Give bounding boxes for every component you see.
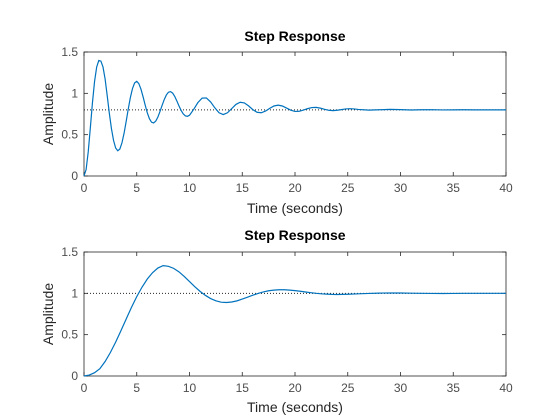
y-tick-label: 1 [71,286,78,300]
x-tick-label: 35 [447,181,461,195]
chart-title: Step Response [244,227,345,243]
x-tick-label: 25 [341,381,355,395]
y-ticks: 0 0.5 1 1.5 [61,245,506,383]
x-tick-label: 20 [288,181,302,195]
x-tick-label: 15 [236,181,250,195]
x-tick-label: 40 [499,381,513,395]
x-ticks: 0 5 10 15 20 25 30 35 40 [81,252,513,395]
y-ticks: 0 0.5 1 1.5 [61,45,506,183]
y-tick-label: 0 [71,169,78,183]
x-tick-label: 0 [81,181,88,195]
x-tick-label: 30 [394,381,408,395]
x-tick-label: 5 [133,381,140,395]
x-tick-label: 35 [447,381,461,395]
x-axis-label: Time (seconds) [247,399,343,415]
subplot-top: Step Response 0 5 10 15 20 25 30 35 40 00.511.5 … [40,28,513,216]
step-response-line [83,59,506,177]
x-tick-label: 5 [133,181,140,195]
subplot-bottom: Step Response 0 5 10 15 20 25 30 35 40 00.511.5 … [40,227,513,415]
x-tick-label: 30 [394,181,408,195]
y-axis-label: Amplitude [40,83,56,145]
step-response-line [83,265,506,377]
y-tick-label: 1.5 [61,245,78,259]
y-tick-label: 0.5 [61,128,78,142]
y-axis-label: Amplitude [40,283,56,345]
x-tick-label: 10 [183,181,197,195]
x-tick-label: 40 [499,181,513,195]
x-ticks: 0 5 10 15 20 25 30 35 40 [81,52,513,195]
x-tick-label: 25 [341,181,355,195]
y-tick-label: 0 [71,369,78,383]
plot-area [83,51,507,177]
x-tick-label: 10 [183,381,197,395]
y-tick-label: 1 [71,86,78,100]
x-tick-label: 0 [81,381,88,395]
x-tick-label: 15 [236,381,250,395]
y-tick-label: 1.5 [61,45,78,59]
y-tick-label: 0.5 [61,328,78,342]
x-axis-label: Time (seconds) [247,200,343,216]
x-tick-label: 20 [288,381,302,395]
chart-title: Step Response [244,28,345,44]
plot-area [83,251,507,377]
